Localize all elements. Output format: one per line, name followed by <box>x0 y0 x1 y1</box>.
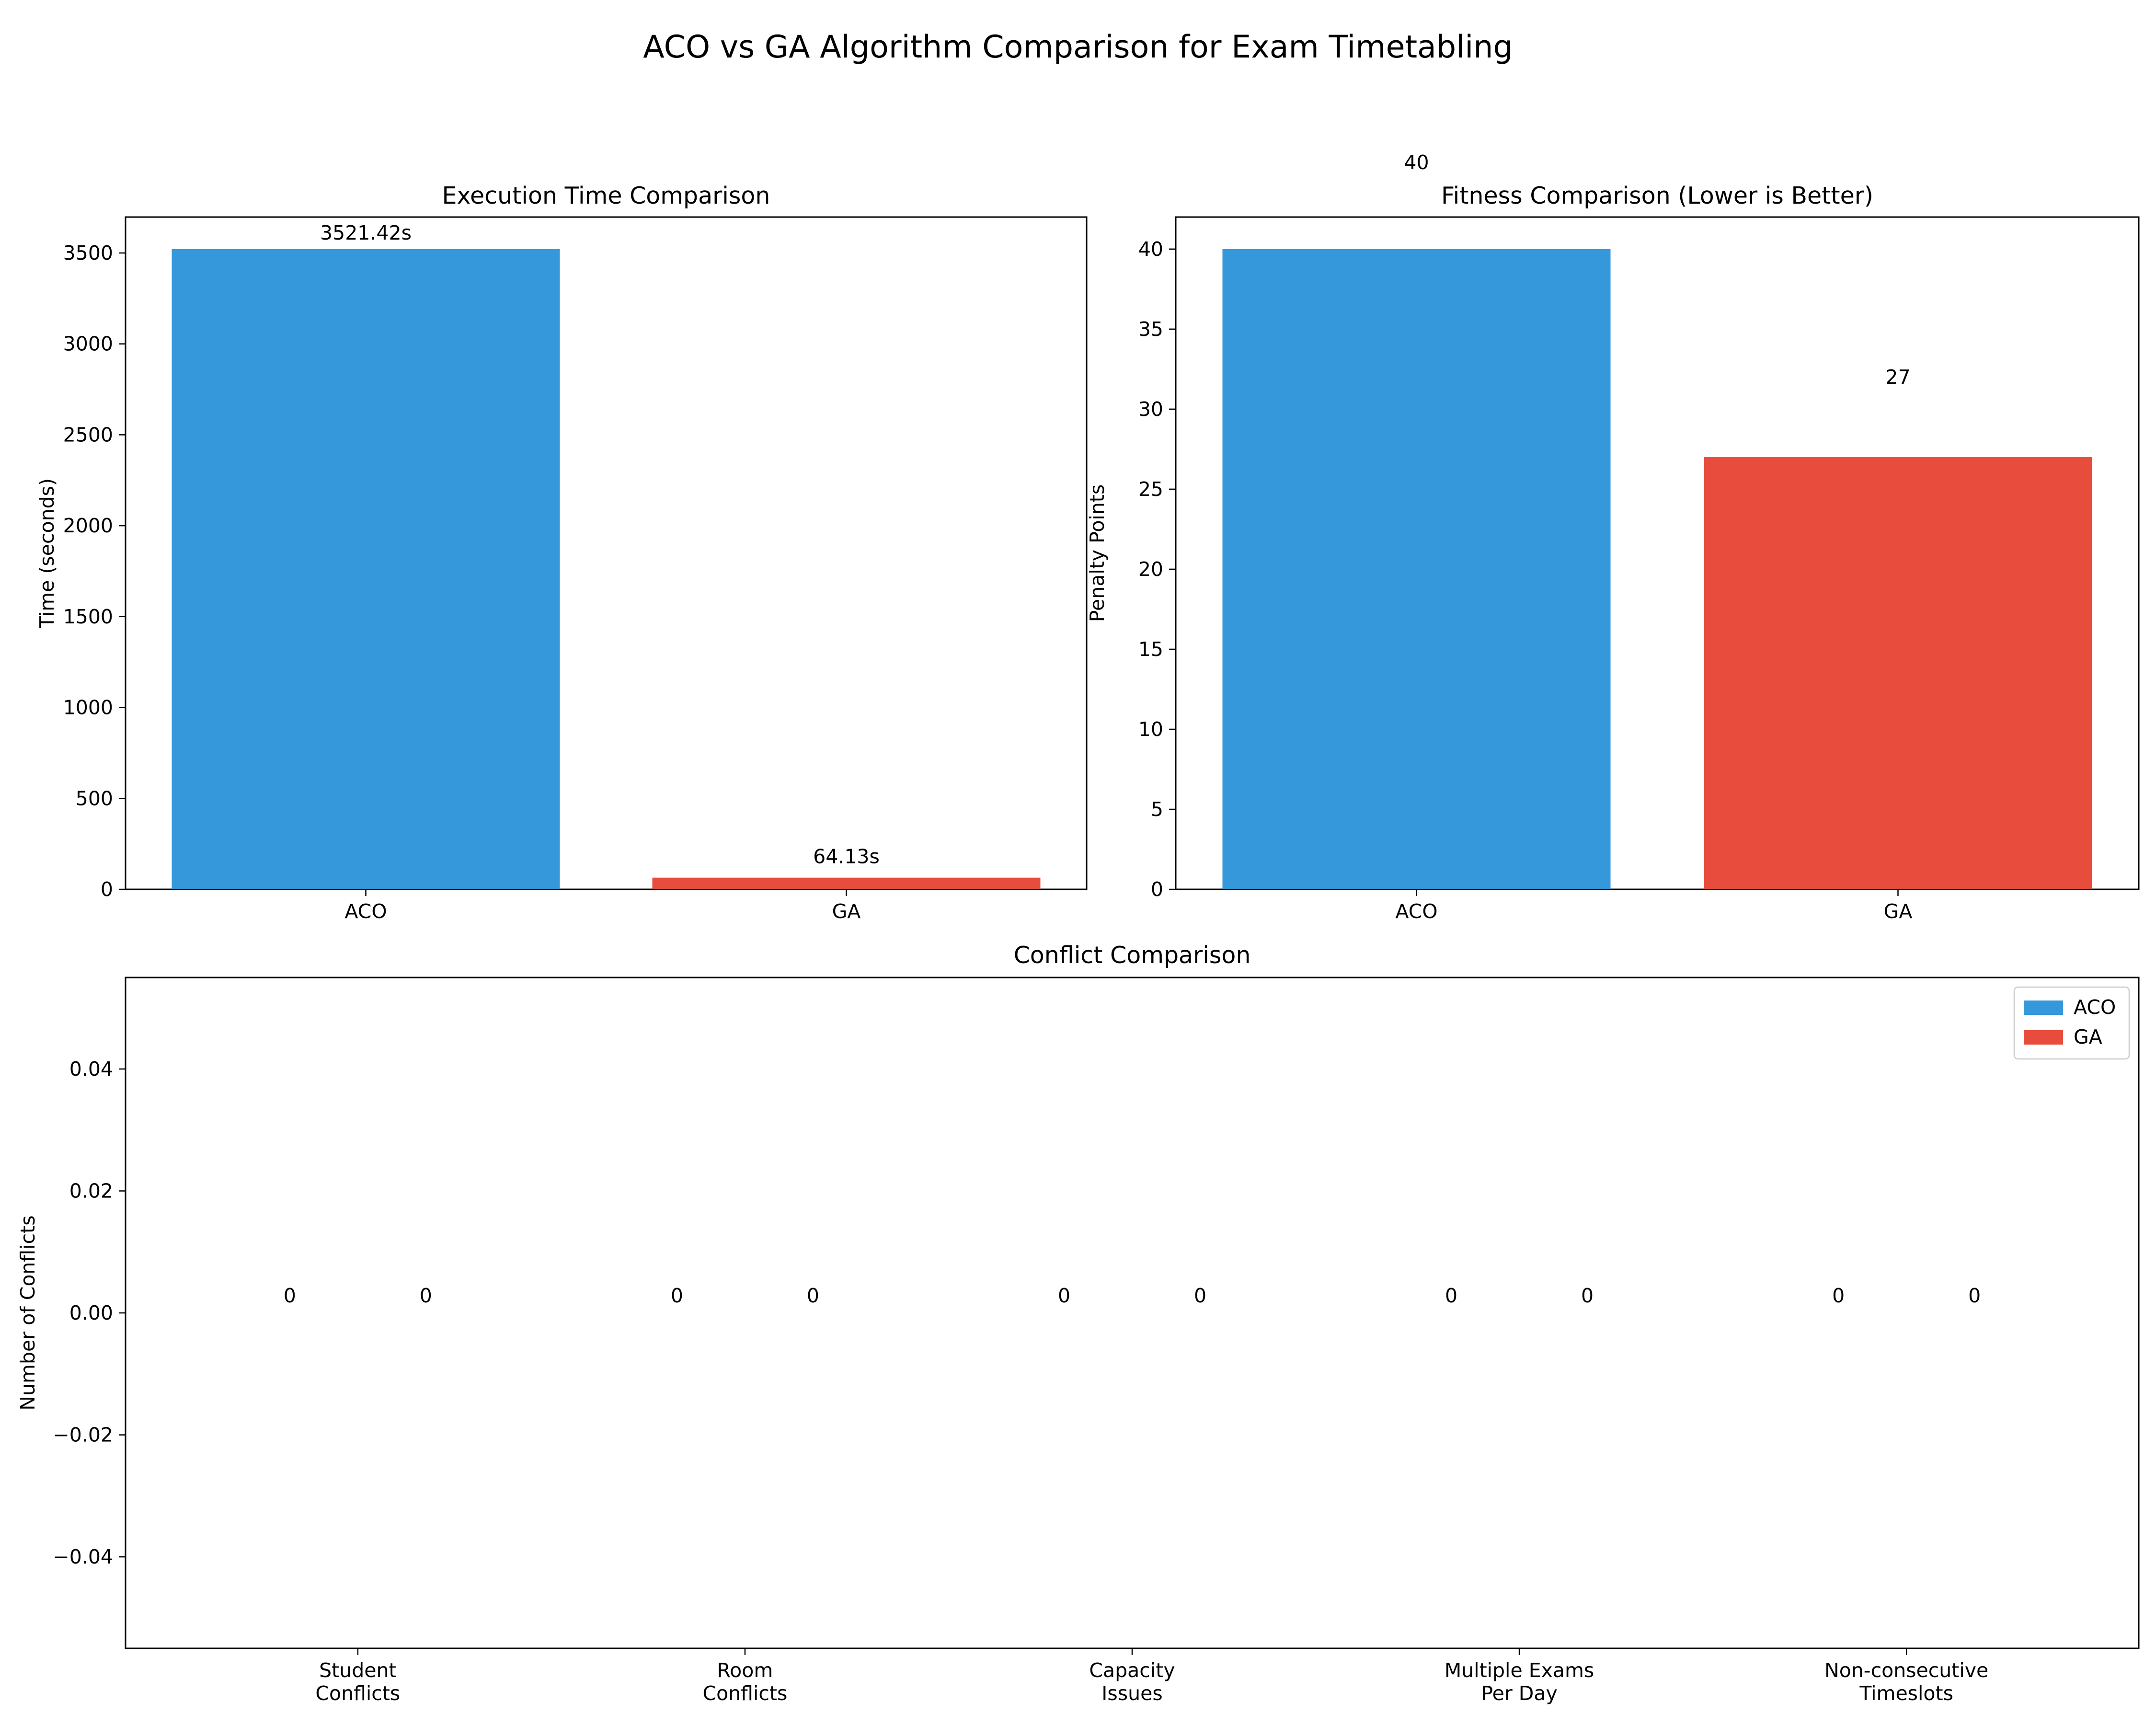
x-tick-label-line: Room <box>717 1659 773 1682</box>
chart-panel-2: Fitness Comparison (Lower is Better) 0 5 10… <box>1086 151 2140 923</box>
y-tick-label: 25 <box>1138 478 1163 501</box>
y-tick-label: 0.04 <box>69 1058 113 1081</box>
y-tick-label: 0.00 <box>69 1301 113 1324</box>
data-label: 0 <box>1058 1284 1070 1307</box>
legend-label-aco: ACO <box>2074 996 2116 1019</box>
x-tick-label: Multiple Exams Per Day <box>1445 1659 1594 1705</box>
x-tick-label-line: Conflicts <box>702 1682 787 1705</box>
y-tick-label: 0 <box>101 878 113 901</box>
x-tick-label: ACO <box>1395 900 1437 923</box>
x-tick-label: ACO <box>344 900 387 923</box>
data-label: 0 <box>807 1284 819 1307</box>
x-tick-label-line: Capacity <box>1089 1659 1175 1682</box>
chart-panel-3: Conflict Comparison −0.04 −0.02 0.00 0.02 0.0… <box>16 942 2140 1705</box>
legend-swatch-aco <box>2024 1000 2063 1015</box>
bar-ga <box>1704 457 2092 889</box>
y-tick-label: 0 <box>1151 878 1163 901</box>
y-tick-label: 3500 <box>63 242 113 264</box>
legend-swatch-ga <box>2024 1030 2063 1045</box>
y-tick-label: 35 <box>1138 318 1163 341</box>
x-tick-label-line: Conflicts <box>315 1682 400 1705</box>
x-tick-label: Room Conflicts <box>702 1659 787 1705</box>
y-tick-label: 30 <box>1138 398 1163 421</box>
x-tick-label-line: Multiple Exams <box>1445 1659 1594 1682</box>
data-label: 0 <box>1445 1284 1457 1307</box>
y-tick-label: 5 <box>1151 798 1163 821</box>
data-label: 0 <box>671 1284 683 1307</box>
y-tick-label: −0.02 <box>53 1424 113 1447</box>
data-label: 0 <box>1194 1284 1206 1307</box>
plot-frame <box>1175 216 2140 890</box>
data-label: 64.13s <box>813 845 880 868</box>
y-tick-label: 15 <box>1138 638 1163 661</box>
y-tick-label: 500 <box>76 787 113 810</box>
y-tick-label: −0.04 <box>53 1545 113 1568</box>
y-axis-label: Number of Conflicts <box>16 1215 39 1410</box>
x-tick-label: Capacity Issues <box>1089 1659 1175 1705</box>
y-tick-label: 2000 <box>63 514 113 537</box>
y-axis-label: Penalty Points <box>1086 484 1109 622</box>
data-label: 0 <box>284 1284 296 1307</box>
y-tick-label: 40 <box>1138 238 1163 261</box>
y-axis-label: Time (seconds) <box>35 478 58 629</box>
legend-label-ga: GA <box>2074 1025 2102 1048</box>
x-tick-label: GA <box>1884 900 1913 923</box>
y-tick-label: 0.02 <box>69 1179 113 1202</box>
x-tick-label-line: Timeslots <box>1859 1682 1953 1705</box>
panel-title: Fitness Comparison (Lower is Better) <box>1441 182 1873 209</box>
plot-frame <box>125 216 1088 890</box>
y-tick-label: 1500 <box>63 605 113 628</box>
data-label: 27 <box>1885 366 1910 389</box>
data-label: 3521.42s <box>320 221 412 244</box>
x-tick-label-line: Student <box>319 1659 396 1682</box>
data-label: 0 <box>1968 1284 1981 1307</box>
bar-ga <box>652 877 1041 889</box>
y-tick-label: 20 <box>1138 558 1163 581</box>
x-tick-label: Student Conflicts <box>315 1659 400 1705</box>
data-label: 0 <box>420 1284 432 1307</box>
figure-title: ACO vs GA Algorithm Comparison for Exam … <box>643 29 1513 65</box>
data-label: 0 <box>1832 1284 1845 1307</box>
x-tick-label-line: Per Day <box>1481 1682 1557 1705</box>
y-tick-label: 3000 <box>63 333 113 356</box>
x-tick-label: Non-consecutive Timeslots <box>1824 1659 1988 1705</box>
x-tick-label: GA <box>832 900 861 923</box>
chart-panel-1: Execution Time Comparison 0 500 1000 1500 200… <box>35 182 1088 923</box>
y-tick-label: 10 <box>1138 718 1163 741</box>
data-label: 0 <box>1581 1284 1594 1307</box>
legend: ACO GA <box>2013 986 2130 1060</box>
panel-title: Execution Time Comparison <box>442 182 770 209</box>
panel-title: Conflict Comparison <box>1014 942 1251 969</box>
x-tick-label-line: Issues <box>1101 1682 1162 1705</box>
data-label: 40 <box>1404 151 1429 174</box>
y-tick-label: 2500 <box>63 423 113 446</box>
bar-aco <box>172 249 560 890</box>
plots: Execution Time Comparison050010001500200… <box>16 151 2140 1705</box>
x-tick-label-line: Non-consecutive <box>1824 1659 1988 1682</box>
y-tick-label: 1000 <box>63 696 113 719</box>
bar-aco <box>1222 249 1611 889</box>
